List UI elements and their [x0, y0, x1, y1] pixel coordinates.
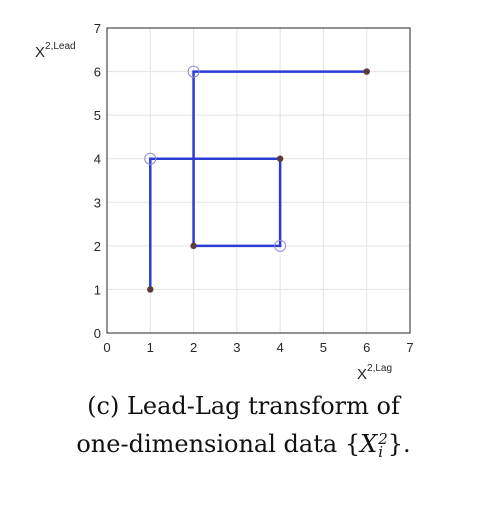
plot-frame — [106, 27, 411, 334]
x-tick-labels: 0 1 2 3 4 5 6 7 — [103, 340, 413, 355]
x-tick-label: 2 — [190, 340, 197, 355]
lead-lag-path — [149, 70, 367, 290]
y-tick-label: 6 — [94, 65, 101, 80]
y-tick-label: 1 — [94, 282, 101, 297]
y-tick-label: 4 — [94, 152, 101, 167]
y-axis-label: X2,Lead — [35, 41, 76, 61]
x-tick-label: 6 — [363, 340, 370, 355]
open-marker — [144, 152, 157, 165]
filled-marker — [363, 68, 370, 75]
figure-caption-line-1: (c) Lead-Lag transform of — [87, 392, 400, 420]
x-tick-label: 3 — [233, 340, 240, 355]
filled-marker — [190, 242, 197, 250]
caption-open-brace: { — [344, 430, 361, 458]
filled-marker — [276, 155, 284, 162]
x-tick-label: 0 — [103, 340, 110, 355]
lead-lag-plot: 0 1 2 3 4 5 6 7 0 1 2 3 4 5 6 7 X2,Lead X2,Lag — [35, 21, 414, 383]
caption-text: one-dimensional data — [76, 430, 338, 458]
figure-caption-line-2: one-dimensional data {X 2 i}. — [0, 425, 487, 463]
x-axis-label: X2,Lag — [357, 363, 392, 383]
y-tick-label: 5 — [94, 108, 101, 123]
open-marker — [187, 65, 200, 78]
caption-close-brace: }. — [387, 430, 411, 458]
filled-marker — [147, 286, 154, 293]
y-tick-label: 7 — [94, 21, 101, 36]
x-tick-label: 7 — [406, 340, 413, 355]
y-tick-label: 0 — [94, 326, 101, 341]
y-tick-label: 3 — [94, 195, 101, 210]
caption-subscript: i — [378, 442, 383, 461]
markers — [144, 65, 370, 293]
caption-superscript: 2 — [378, 429, 388, 448]
y-tick-label: 2 — [94, 239, 101, 254]
open-marker — [274, 239, 287, 252]
x-tick-label: 1 — [147, 340, 154, 355]
x-tick-label: 4 — [277, 340, 284, 355]
y-tick-labels: 0 1 2 3 4 5 6 7 — [94, 21, 101, 341]
caption-variable: X — [360, 430, 378, 458]
x-tick-label: 5 — [320, 340, 327, 355]
